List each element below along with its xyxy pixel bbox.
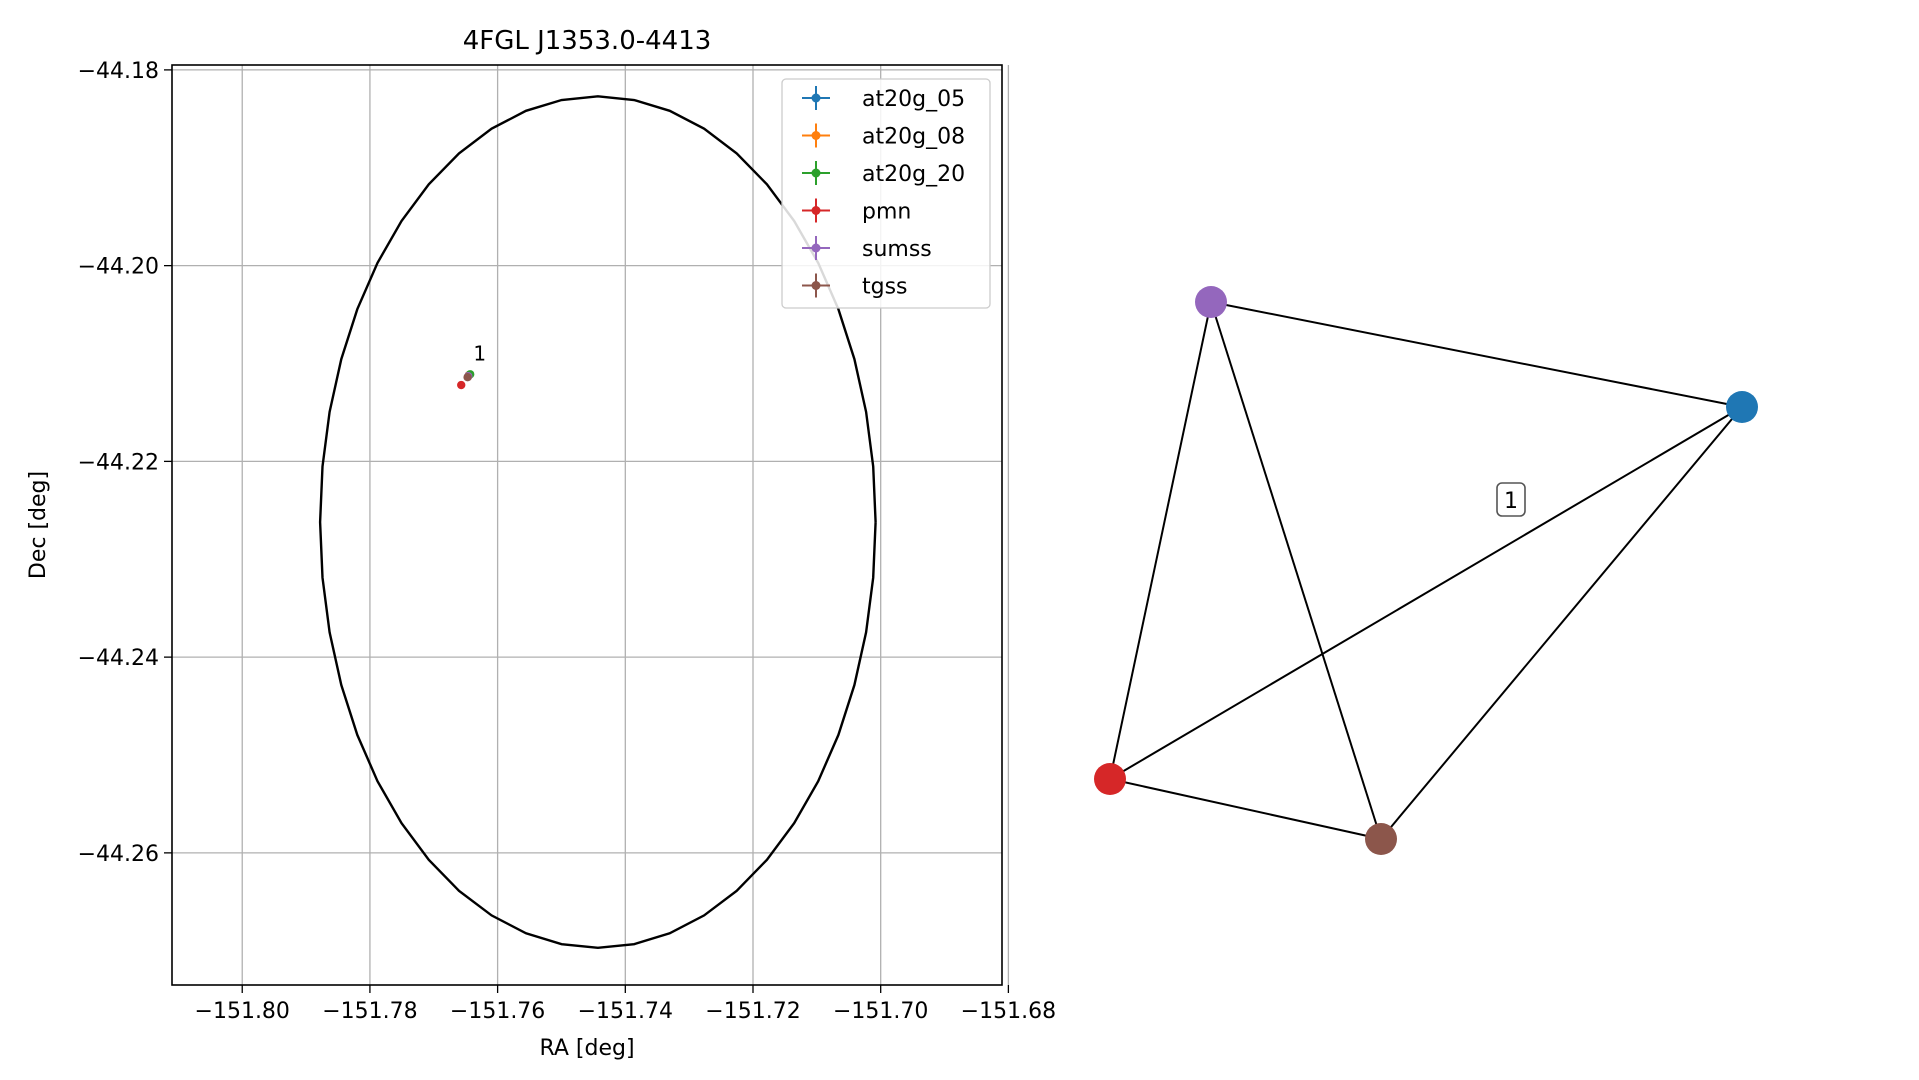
node-pmn	[1094, 763, 1126, 795]
legend-dot-pmn	[811, 206, 821, 215]
edge-sumss-tgss	[1210, 301, 1382, 840]
edge-sumss-pmn	[1109, 301, 1212, 780]
source-points	[457, 370, 475, 390]
edge-at20g-tgss	[1380, 406, 1743, 840]
legend-label-at20g_20: at20g_20	[862, 162, 965, 187]
edge-pmn-tgss	[1109, 778, 1382, 840]
plot-frame	[171, 64, 1003, 986]
association-graph: 1	[1094, 286, 1758, 855]
x-tick-label: −151.76	[450, 999, 545, 1024]
legend-dot-sumss	[811, 243, 821, 253]
x-tick-label: −151.80	[195, 999, 290, 1024]
node-at20g	[1726, 391, 1758, 423]
legend-label-sumss: sumss	[862, 237, 932, 262]
legend-dot-at20g_05	[811, 93, 821, 103]
legend-dot-at20g_20	[811, 168, 821, 178]
legend-dot-at20g_08	[811, 131, 821, 140]
x-axis-label: RA [deg]	[539, 1036, 634, 1061]
y-tick-label: −44.22	[78, 450, 159, 475]
y-tick-label: −44.24	[78, 646, 159, 671]
x-tick-label: −151.70	[833, 999, 928, 1024]
graph-edges	[1109, 301, 1743, 840]
edge-sumss-at20g	[1210, 301, 1743, 408]
legend-label-tgss: tgss	[862, 275, 908, 300]
y-axis-label: Dec [deg]	[26, 471, 51, 579]
x-tick-label: −151.74	[578, 999, 673, 1024]
sky-scatter-plot: −151.80 −151.78 −151.76 −151.74 −151.72 −151.…	[26, 26, 1056, 1061]
y-tick-label: −44.18	[78, 59, 159, 84]
legend-label-at20g_05: at20g_05	[862, 87, 965, 112]
legend-label-pmn: pmn	[862, 200, 911, 225]
y-tick-label: −44.26	[78, 842, 159, 867]
cluster-label-text: 1	[1504, 489, 1518, 514]
edge-at20g-pmn	[1109, 406, 1743, 780]
x-tick-label: −151.78	[322, 999, 417, 1024]
x-axis-ticks: −151.80 −151.78 −151.76 −151.74 −151.72 −151.…	[195, 985, 1056, 1024]
node-sumss	[1195, 286, 1227, 318]
chart-title: 4FGL J1353.0-4413	[463, 26, 712, 56]
point-pmn	[457, 380, 466, 390]
association-label: 1	[473, 342, 486, 366]
cluster-label: 1	[1496, 482, 1526, 517]
grid-lines	[172, 65, 1010, 985]
node-tgss	[1365, 823, 1397, 855]
y-tick-label: −44.20	[78, 255, 159, 280]
cluster-label-box	[1496, 482, 1526, 517]
x-tick-label: −151.68	[961, 999, 1056, 1024]
legend-dot-tgss	[811, 281, 821, 290]
point-tgss	[463, 373, 472, 382]
localization-circle	[318, 95, 877, 950]
x-tick-label: −151.72	[705, 999, 800, 1024]
legend-frame	[781, 78, 991, 309]
y-axis-ticks: −44.18 −44.20 −44.22 −44.24 −44.26	[78, 59, 172, 867]
legend-label-at20g_08: at20g_08	[862, 125, 965, 150]
graph-nodes	[1094, 286, 1758, 855]
